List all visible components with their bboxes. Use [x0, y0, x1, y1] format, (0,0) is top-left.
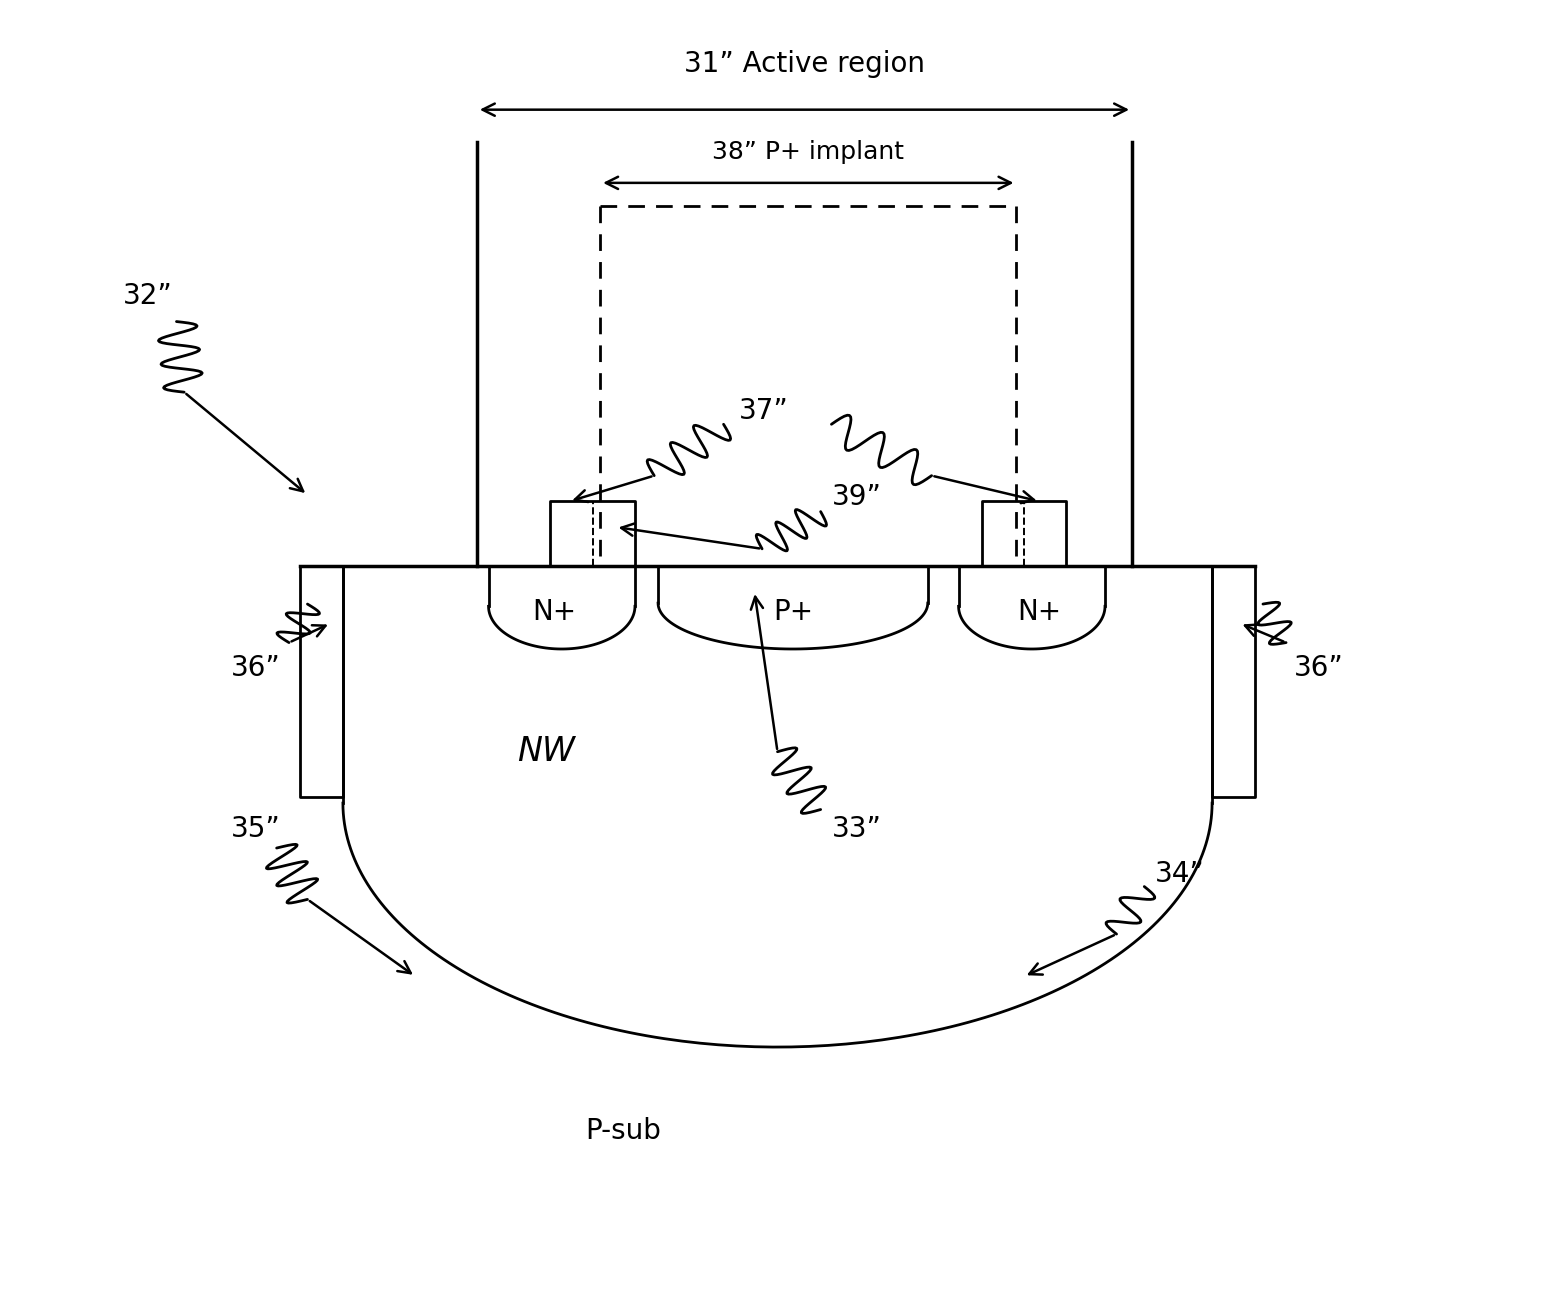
Text: 35”: 35”	[230, 815, 280, 842]
Text: P-sub: P-sub	[585, 1116, 661, 1145]
Text: 39”: 39”	[832, 483, 882, 511]
Text: NW: NW	[518, 735, 575, 768]
Text: 38” P+ implant: 38” P+ implant	[712, 140, 905, 164]
Text: 37”: 37”	[739, 397, 788, 426]
Text: 36”: 36”	[230, 654, 280, 683]
Text: N+: N+	[1017, 597, 1062, 626]
Text: N+: N+	[532, 597, 575, 626]
Text: 33”: 33”	[832, 815, 882, 842]
Text: P+: P+	[773, 597, 813, 626]
Text: 32”: 32”	[123, 282, 173, 310]
Text: 34”: 34”	[1155, 859, 1205, 888]
Text: 36”: 36”	[1294, 654, 1344, 683]
Text: 31” Active region: 31” Active region	[684, 49, 925, 78]
